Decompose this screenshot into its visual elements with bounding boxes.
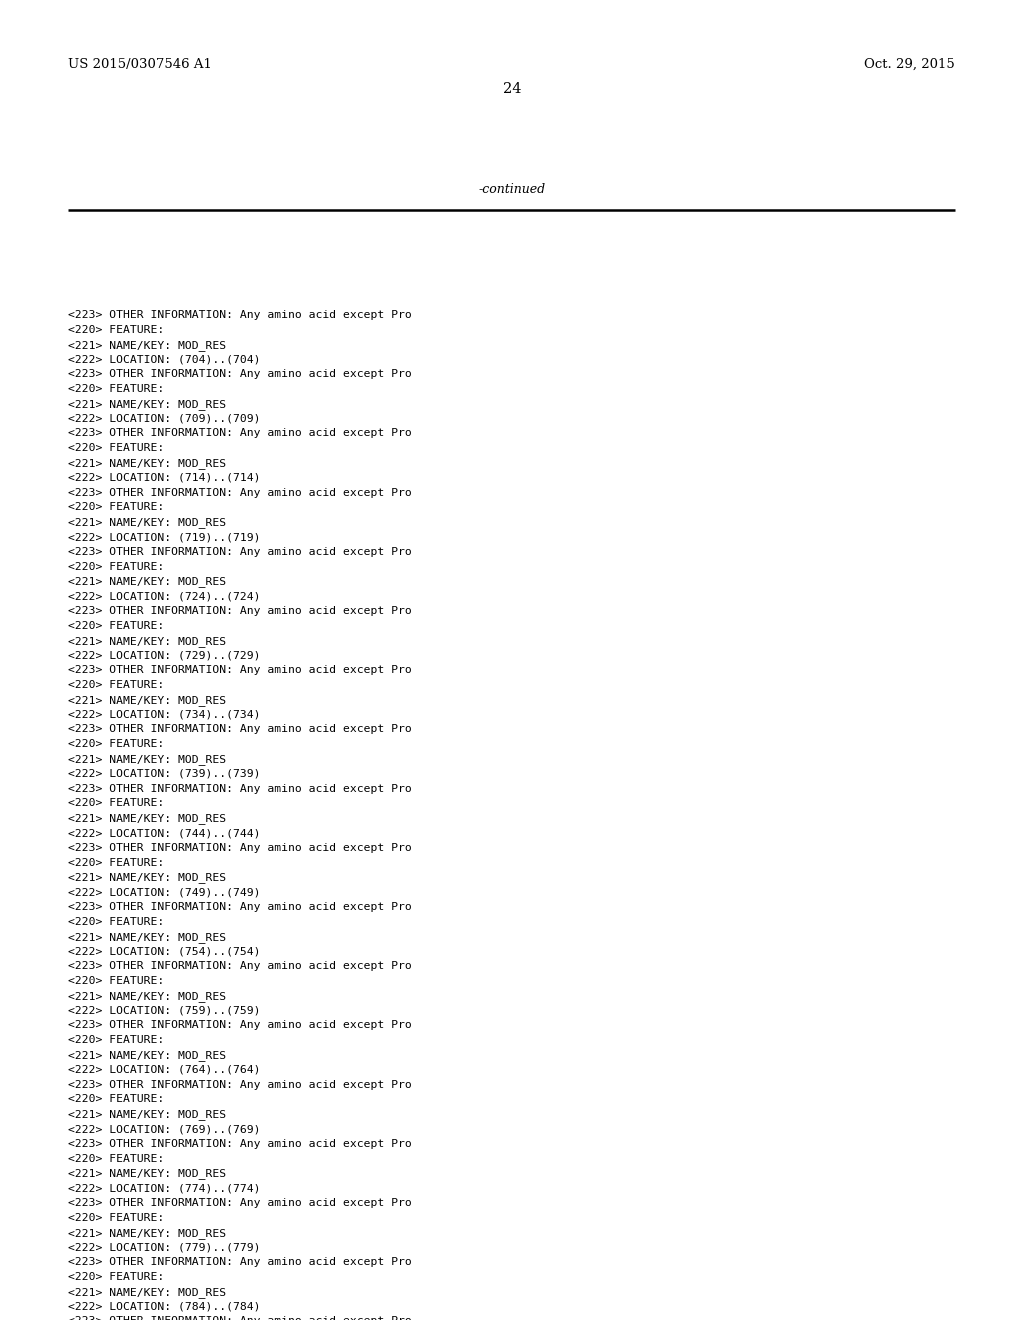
Text: <221> NAME/KEY: MOD_RES: <221> NAME/KEY: MOD_RES [68,991,226,1002]
Text: <221> NAME/KEY: MOD_RES: <221> NAME/KEY: MOD_RES [68,577,226,587]
Text: Oct. 29, 2015: Oct. 29, 2015 [864,58,955,71]
Text: <222> LOCATION: (764)..(764): <222> LOCATION: (764)..(764) [68,1065,260,1074]
Text: <222> LOCATION: (784)..(784): <222> LOCATION: (784)..(784) [68,1302,260,1312]
Text: <223> OTHER INFORMATION: Any amino acid except Pro: <223> OTHER INFORMATION: Any amino acid … [68,1020,412,1031]
Text: <221> NAME/KEY: MOD_RES: <221> NAME/KEY: MOD_RES [68,458,226,469]
Text: <223> OTHER INFORMATION: Any amino acid except Pro: <223> OTHER INFORMATION: Any amino acid … [68,429,412,438]
Text: <220> FEATURE:: <220> FEATURE: [68,739,164,750]
Text: <220> FEATURE:: <220> FEATURE: [68,858,164,867]
Text: <223> OTHER INFORMATION: Any amino acid except Pro: <223> OTHER INFORMATION: Any amino acid … [68,487,412,498]
Text: <221> NAME/KEY: MOD_RES: <221> NAME/KEY: MOD_RES [68,636,226,647]
Text: <222> LOCATION: (709)..(709): <222> LOCATION: (709)..(709) [68,413,260,424]
Text: <223> OTHER INFORMATION: Any amino acid except Pro: <223> OTHER INFORMATION: Any amino acid … [68,1080,412,1089]
Text: <220> FEATURE:: <220> FEATURE: [68,1094,164,1105]
Text: <221> NAME/KEY: MOD_RES: <221> NAME/KEY: MOD_RES [68,813,226,824]
Text: <222> LOCATION: (779)..(779): <222> LOCATION: (779)..(779) [68,1242,260,1253]
Text: <222> LOCATION: (754)..(754): <222> LOCATION: (754)..(754) [68,946,260,957]
Text: <221> NAME/KEY: MOD_RES: <221> NAME/KEY: MOD_RES [68,1109,226,1121]
Text: <221> NAME/KEY: MOD_RES: <221> NAME/KEY: MOD_RES [68,1287,226,1298]
Text: <220> FEATURE:: <220> FEATURE: [68,1154,164,1164]
Text: <220> FEATURE:: <220> FEATURE: [68,444,164,453]
Text: <223> OTHER INFORMATION: Any amino acid except Pro: <223> OTHER INFORMATION: Any amino acid … [68,1199,412,1208]
Text: <221> NAME/KEY: MOD_RES: <221> NAME/KEY: MOD_RES [68,399,226,409]
Text: <221> NAME/KEY: MOD_RES: <221> NAME/KEY: MOD_RES [68,339,226,351]
Text: <220> FEATURE:: <220> FEATURE: [68,799,164,808]
Text: <223> OTHER INFORMATION: Any amino acid except Pro: <223> OTHER INFORMATION: Any amino acid … [68,1139,412,1148]
Text: <223> OTHER INFORMATION: Any amino acid except Pro: <223> OTHER INFORMATION: Any amino acid … [68,546,412,557]
Text: <222> LOCATION: (734)..(734): <222> LOCATION: (734)..(734) [68,710,260,719]
Text: <220> FEATURE:: <220> FEATURE: [68,1213,164,1222]
Text: <222> LOCATION: (729)..(729): <222> LOCATION: (729)..(729) [68,651,260,660]
Text: <223> OTHER INFORMATION: Any amino acid except Pro: <223> OTHER INFORMATION: Any amino acid … [68,902,412,912]
Text: <220> FEATURE:: <220> FEATURE: [68,680,164,690]
Text: <220> FEATURE:: <220> FEATURE: [68,1272,164,1282]
Text: <220> FEATURE:: <220> FEATURE: [68,975,164,986]
Text: <221> NAME/KEY: MOD_RES: <221> NAME/KEY: MOD_RES [68,932,226,942]
Text: <221> NAME/KEY: MOD_RES: <221> NAME/KEY: MOD_RES [68,1049,226,1061]
Text: <220> FEATURE:: <220> FEATURE: [68,325,164,335]
Text: <220> FEATURE:: <220> FEATURE: [68,620,164,631]
Text: <222> LOCATION: (724)..(724): <222> LOCATION: (724)..(724) [68,591,260,601]
Text: <222> LOCATION: (774)..(774): <222> LOCATION: (774)..(774) [68,1183,260,1193]
Text: <222> LOCATION: (704)..(704): <222> LOCATION: (704)..(704) [68,354,260,364]
Text: <222> LOCATION: (759)..(759): <222> LOCATION: (759)..(759) [68,1006,260,1015]
Text: <221> NAME/KEY: MOD_RES: <221> NAME/KEY: MOD_RES [68,754,226,764]
Text: <223> OTHER INFORMATION: Any amino acid except Pro: <223> OTHER INFORMATION: Any amino acid … [68,1257,412,1267]
Text: <220> FEATURE:: <220> FEATURE: [68,503,164,512]
Text: <220> FEATURE:: <220> FEATURE: [68,917,164,927]
Text: <223> OTHER INFORMATION: Any amino acid except Pro: <223> OTHER INFORMATION: Any amino acid … [68,665,412,676]
Text: <222> LOCATION: (739)..(739): <222> LOCATION: (739)..(739) [68,768,260,779]
Text: <223> OTHER INFORMATION: Any amino acid except Pro: <223> OTHER INFORMATION: Any amino acid … [68,961,412,972]
Text: <221> NAME/KEY: MOD_RES: <221> NAME/KEY: MOD_RES [68,1228,226,1238]
Text: 24: 24 [503,82,521,96]
Text: <222> LOCATION: (749)..(749): <222> LOCATION: (749)..(749) [68,887,260,898]
Text: <222> LOCATION: (744)..(744): <222> LOCATION: (744)..(744) [68,828,260,838]
Text: <221> NAME/KEY: MOD_RES: <221> NAME/KEY: MOD_RES [68,694,226,706]
Text: <223> OTHER INFORMATION: Any amino acid except Pro: <223> OTHER INFORMATION: Any amino acid … [68,842,412,853]
Text: <221> NAME/KEY: MOD_RES: <221> NAME/KEY: MOD_RES [68,517,226,528]
Text: <221> NAME/KEY: MOD_RES: <221> NAME/KEY: MOD_RES [68,873,226,883]
Text: <223> OTHER INFORMATION: Any amino acid except Pro: <223> OTHER INFORMATION: Any amino acid … [68,1316,412,1320]
Text: <223> OTHER INFORMATION: Any amino acid except Pro: <223> OTHER INFORMATION: Any amino acid … [68,370,412,379]
Text: <222> LOCATION: (769)..(769): <222> LOCATION: (769)..(769) [68,1125,260,1134]
Text: <220> FEATURE:: <220> FEATURE: [68,1035,164,1045]
Text: <222> LOCATION: (719)..(719): <222> LOCATION: (719)..(719) [68,532,260,543]
Text: <223> OTHER INFORMATION: Any amino acid except Pro: <223> OTHER INFORMATION: Any amino acid … [68,606,412,616]
Text: <220> FEATURE:: <220> FEATURE: [68,384,164,393]
Text: <221> NAME/KEY: MOD_RES: <221> NAME/KEY: MOD_RES [68,1168,226,1179]
Text: US 2015/0307546 A1: US 2015/0307546 A1 [68,58,212,71]
Text: <222> LOCATION: (714)..(714): <222> LOCATION: (714)..(714) [68,473,260,483]
Text: <223> OTHER INFORMATION: Any amino acid except Pro: <223> OTHER INFORMATION: Any amino acid … [68,310,412,319]
Text: <223> OTHER INFORMATION: Any amino acid except Pro: <223> OTHER INFORMATION: Any amino acid … [68,725,412,734]
Text: -continued: -continued [478,183,546,195]
Text: <220> FEATURE:: <220> FEATURE: [68,561,164,572]
Text: <223> OTHER INFORMATION: Any amino acid except Pro: <223> OTHER INFORMATION: Any amino acid … [68,784,412,793]
